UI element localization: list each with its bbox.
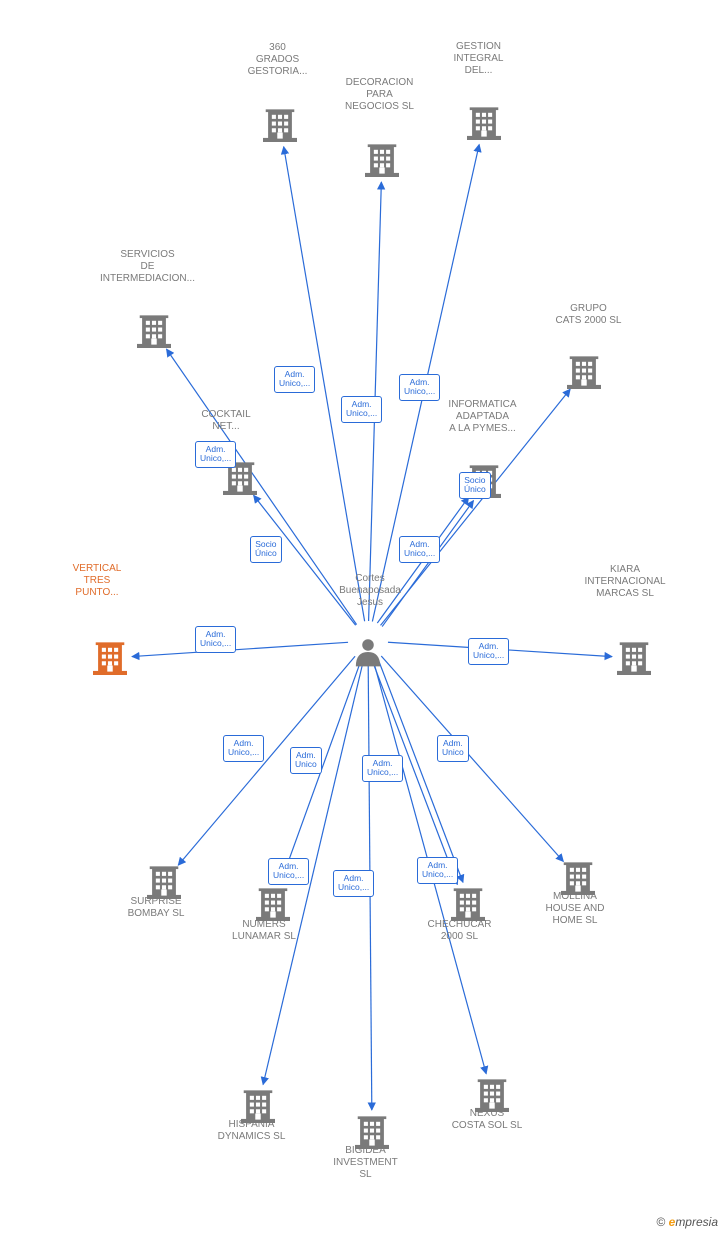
network-diagram	[0, 0, 728, 1235]
company-label: HISPANIADYNAMICS SL	[194, 1119, 309, 1143]
edge-label: Adm.Unico,...	[468, 638, 509, 665]
building-icon	[567, 356, 601, 389]
company-label: GESTIONINTEGRALDEL...	[431, 41, 526, 77]
building-icon	[93, 642, 127, 675]
edge-label: Adm.Unico	[437, 735, 469, 762]
building-icon	[467, 107, 501, 140]
company-label: SURPRISEBOMBAY SL	[106, 896, 206, 920]
edge-label: Adm.Unico,...	[399, 536, 440, 563]
company-label: NUMERSLUNAMAR SL	[214, 919, 314, 943]
company-label: CHECHUCAR2000 SL	[407, 919, 512, 943]
building-icon	[617, 642, 651, 675]
company-label: INFORMATICAADAPTADAA LA PYMES...	[425, 399, 540, 435]
edge-label: Adm.Unico,...	[195, 626, 236, 653]
edge-label: Adm.Unico,...	[195, 441, 236, 468]
company-label: SERVICIOSDEINTERMEDIACION...	[80, 249, 215, 285]
building-icon	[137, 315, 171, 348]
building-icon	[451, 888, 485, 921]
building-icon	[147, 866, 181, 899]
building-icon	[263, 109, 297, 142]
edge	[132, 642, 348, 656]
company-label: KIARAINTERNACIONALMARCAS SL	[560, 564, 690, 600]
company-label: NEXUSCOSTA SOL SL	[427, 1108, 547, 1132]
copyright-symbol: ©	[656, 1215, 665, 1229]
edge-label: Adm.Unico	[290, 747, 322, 774]
edge-label: Adm.Unico,...	[274, 366, 315, 393]
edge-label: Adm.Unico,...	[341, 396, 382, 423]
company-label: VERTICALTRESPUNTO...	[57, 563, 137, 599]
edge-label: SocioÚnico	[459, 472, 491, 499]
edge-label: Adm.Unico,...	[417, 857, 458, 884]
person-icon	[356, 639, 380, 666]
company-label: DECORACIONPARANEGOCIOS SL	[327, 77, 432, 113]
building-icon	[365, 144, 399, 177]
building-icon	[256, 888, 290, 921]
company-label: COCKTAILNET...	[186, 409, 266, 433]
edge	[381, 656, 563, 862]
watermark: © empresia	[656, 1215, 718, 1229]
edge-label: SocioÚnico	[250, 536, 282, 563]
company-label: GRUPOCATS 2000 SL	[531, 303, 646, 327]
company-label: MOLLINAHOUSE ANDHOME SL	[525, 891, 625, 927]
edge-label: Adm.Unico,...	[362, 755, 403, 782]
edge-label: Adm.Unico,...	[223, 735, 264, 762]
company-label: 360GRADOSGESTORIA...	[230, 42, 325, 78]
brand-rest: mpresia	[675, 1215, 718, 1229]
edge	[178, 656, 355, 865]
edge-label: Adm.Unico,...	[333, 870, 374, 897]
edge-label: Adm.Unico,...	[268, 858, 309, 885]
center-person-label: CortesBuenaposadaJesus	[325, 573, 415, 609]
company-label: BIGIDEAINVESTMENTSL	[313, 1145, 418, 1181]
edge-label: Adm.Unico,...	[399, 374, 440, 401]
